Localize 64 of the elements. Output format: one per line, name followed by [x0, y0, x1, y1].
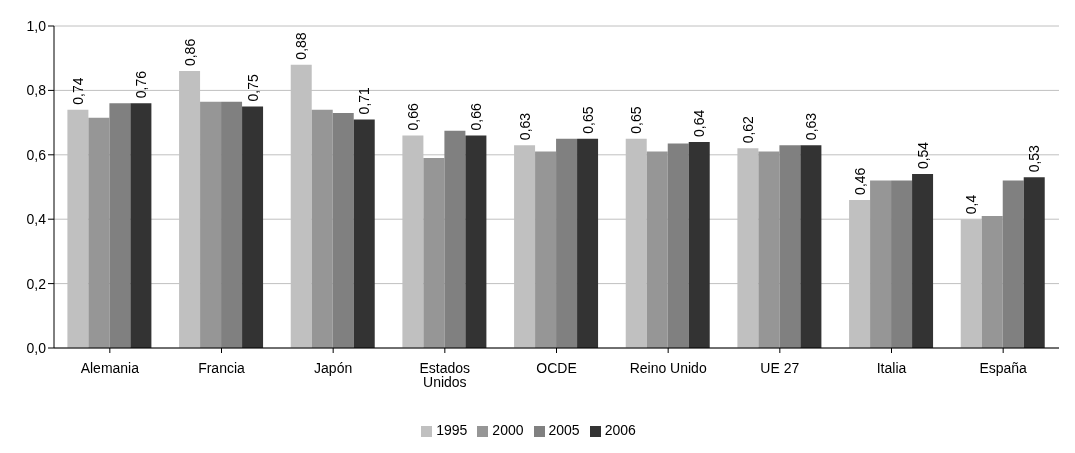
data-label: 0,62 [739, 115, 756, 144]
bar [130, 103, 152, 348]
bar [912, 174, 934, 348]
data-label: 0,86 [181, 38, 198, 67]
data-label: 0,88 [293, 32, 310, 60]
data-label: 0,71 [356, 86, 373, 115]
bar [353, 119, 375, 348]
data-label: 0,63 [516, 112, 533, 141]
data-label: 0,53 [1026, 144, 1043, 173]
bar [109, 103, 131, 348]
data-label: 0,4 [963, 194, 980, 215]
bar [1023, 177, 1045, 348]
x-tick-label: España [979, 359, 1028, 376]
bar [535, 151, 557, 348]
legend-label: 2000 [492, 422, 524, 438]
bar [444, 130, 466, 348]
data-label: 0,75 [244, 74, 261, 102]
x-tick-label: OCDE [536, 359, 577, 376]
bar [1002, 180, 1024, 348]
bar [200, 101, 222, 348]
data-label: 0,74 [69, 77, 86, 105]
data-label: 0,65 [579, 106, 596, 134]
legend-label: 2006 [604, 422, 636, 438]
y-tick-label: 1,0 [26, 17, 47, 34]
y-tick-label: 0,0 [26, 339, 47, 356]
data-label: 0,46 [851, 167, 868, 195]
y-tick-label: 0,8 [26, 82, 47, 99]
bar [465, 135, 487, 348]
legend-label: 2005 [548, 422, 580, 438]
y-tick-label: 0,2 [26, 275, 47, 292]
bar [800, 145, 822, 348]
bar [870, 180, 892, 348]
bar [646, 151, 668, 348]
bar [242, 106, 264, 348]
x-tick-label: Alemania [80, 359, 140, 376]
x-tick-label: Reino Unido [629, 359, 707, 376]
y-tick-label: 0,6 [26, 146, 47, 163]
bar [311, 109, 333, 348]
bar [688, 141, 710, 348]
bar [221, 101, 243, 348]
bar [423, 158, 445, 348]
bar [556, 138, 578, 348]
x-tick-label: Italia [876, 359, 907, 376]
bar [577, 138, 599, 348]
bar [758, 151, 780, 348]
bar [88, 117, 110, 348]
data-label: 0,63 [802, 112, 819, 141]
data-label: 0,65 [628, 106, 645, 134]
x-tick-label: UE 27 [760, 359, 800, 376]
y-tick-label: 0,4 [26, 211, 47, 228]
legend-label: 1995 [436, 422, 468, 438]
data-label: 0,66 [404, 103, 421, 131]
data-label: 0,54 [914, 141, 931, 170]
data-label: 0,76 [132, 70, 149, 99]
x-tick-label: Estados Unidos [419, 359, 471, 390]
bar [779, 145, 801, 348]
x-tick-label: Japón [314, 359, 353, 376]
data-label: 0,64 [691, 109, 708, 137]
bar [332, 112, 354, 348]
data-label: 0,66 [467, 103, 484, 131]
bar [981, 215, 1003, 348]
bar [667, 143, 689, 348]
bar [891, 180, 913, 348]
x-tick-label: Francia [198, 359, 246, 376]
